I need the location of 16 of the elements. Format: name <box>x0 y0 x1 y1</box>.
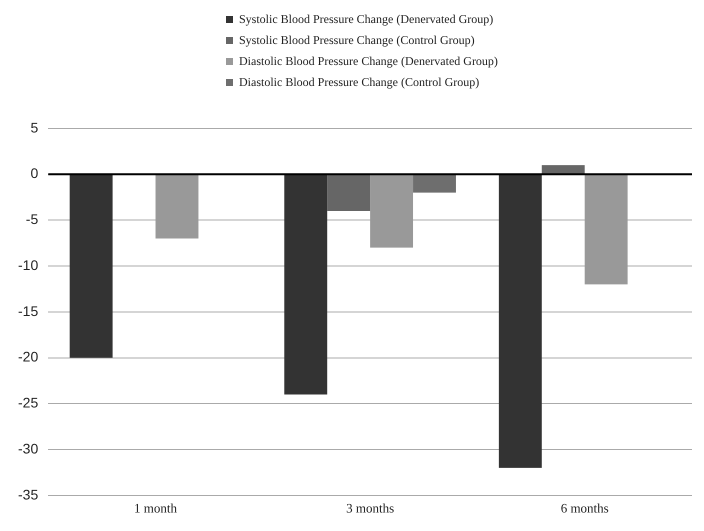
y-tick-label: -20 <box>18 348 38 365</box>
y-tick-label: -30 <box>18 440 38 456</box>
legend-label: Systolic Blood Pressure Change (Control Group) <box>239 33 475 48</box>
y-tick-label: -15 <box>18 302 38 319</box>
legend-label: Systolic Blood Pressure Change (Denervated Group) <box>239 12 494 27</box>
y-tick-label: -5 <box>26 211 38 228</box>
y-tick-label: -10 <box>18 256 38 273</box>
y-tick-label: -35 <box>18 486 38 502</box>
y-tick-label: -25 <box>18 394 38 411</box>
x-tick-label: 3 months <box>346 500 394 516</box>
legend-label: Diastolic Blood Pressure Change (Control Group) <box>239 75 480 90</box>
y-tick-label: 0 <box>30 165 38 182</box>
x-tick-label: 1 month <box>134 500 178 516</box>
y-tick-label: 5 <box>30 119 38 136</box>
x-tick-label: 6 months <box>560 500 609 516</box>
legend-label: Diastolic Blood Pressure Change (Denervated Group) <box>239 54 498 69</box>
